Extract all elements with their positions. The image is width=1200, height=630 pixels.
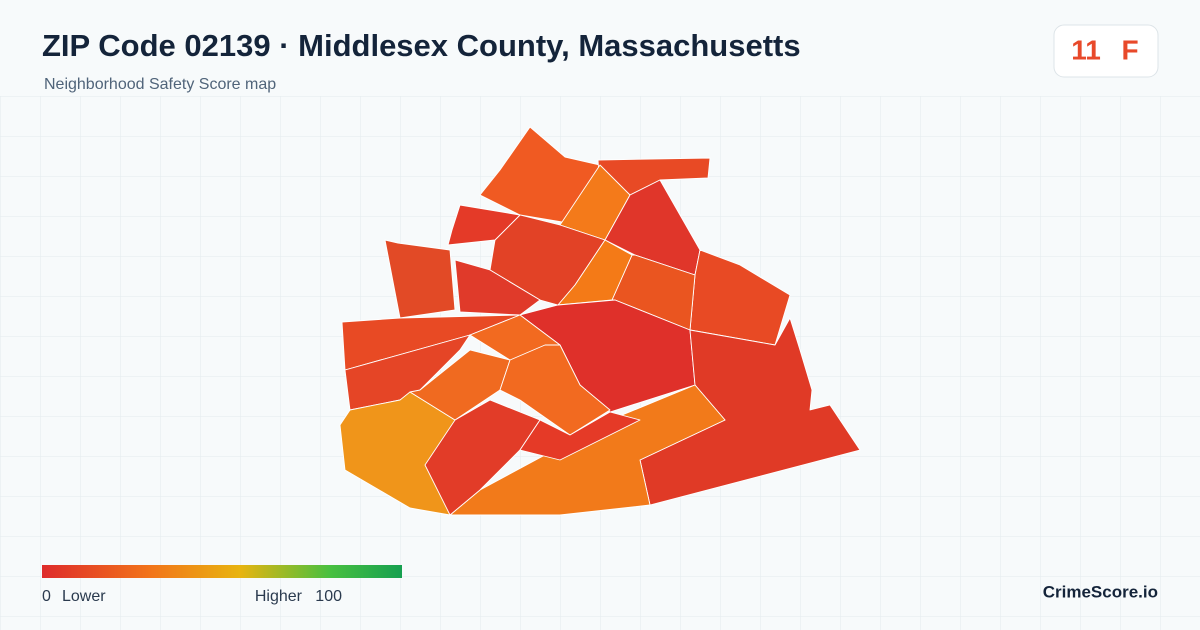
region <box>384 239 456 319</box>
legend-min: 0 <box>42 588 51 605</box>
score-badge: 11 F <box>1053 24 1159 78</box>
score-grade: F <box>1121 34 1138 65</box>
score-value: 11 <box>1071 34 1101 65</box>
legend-max-label: Higher <box>255 588 303 605</box>
title: ZIP Code 02139 · Middlesex County, Massa… <box>42 28 801 63</box>
zip-map <box>339 126 861 516</box>
region <box>479 126 601 226</box>
region <box>499 344 611 436</box>
region <box>424 399 541 516</box>
legend: 0 Lower Higher 100 <box>42 565 402 605</box>
legend-min-label: Lower <box>62 588 106 605</box>
subtitle: Neighborhood Safety Score map <box>44 76 276 93</box>
region <box>447 204 521 246</box>
brand: CrimeScore.io <box>1043 582 1158 601</box>
legend-max: 100 <box>315 588 342 605</box>
region <box>519 411 641 461</box>
region <box>454 259 541 316</box>
legend-gradient <box>42 565 402 578</box>
score-box <box>1053 24 1159 78</box>
